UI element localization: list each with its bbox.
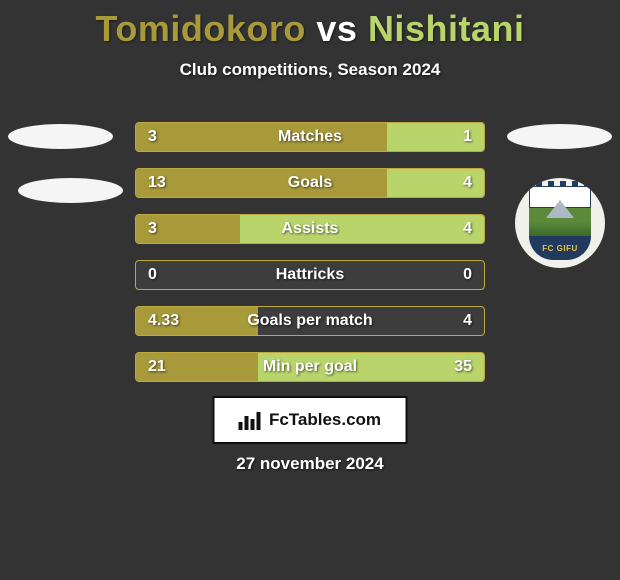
vs-text: vs: [316, 8, 357, 49]
stat-row: Min per goal2135: [135, 352, 485, 382]
crest-shield: FC GIFU: [529, 186, 591, 260]
stat-right-value: 4: [463, 312, 472, 330]
stat-row: Goals per match4.334: [135, 306, 485, 336]
stat-row: Assists34: [135, 214, 485, 244]
stat-right-fill: [240, 215, 484, 243]
player1-badge-top: [8, 124, 113, 149]
brand-text: FcTables.com: [269, 410, 381, 430]
stat-left-fill: [136, 169, 387, 197]
player1-name: Tomidokoro: [96, 8, 306, 49]
brand-box[interactable]: FcTables.com: [213, 396, 408, 444]
stat-right-value: 1: [463, 128, 472, 146]
stat-right-value: 35: [454, 358, 472, 376]
stat-row: Hattricks0 0: [135, 260, 485, 290]
crest-mountain-icon: [546, 200, 574, 218]
brand-bars-icon: [239, 410, 263, 430]
stat-right-fill: [258, 353, 484, 381]
crest-banner: FC GIFU: [529, 236, 591, 260]
stat-left-value: 21: [148, 358, 166, 376]
player2-name: Nishitani: [368, 8, 525, 49]
stat-right-value: 4: [463, 174, 472, 192]
stat-right-value: 0: [463, 266, 472, 284]
player2-club-crest: FC GIFU: [515, 178, 605, 268]
stats-bars: Matches31Goals134Assists34Hattricks00Goa…: [135, 122, 485, 398]
stat-right-value: 4: [463, 220, 472, 238]
stat-left-value: 4.33: [148, 312, 179, 330]
stat-label: Hattricks: [136, 266, 484, 284]
date-label: 27 november 2024: [0, 454, 620, 474]
stat-left-value: 3: [148, 128, 157, 146]
stat-left-fill: [136, 123, 387, 151]
stat-row: Matches31: [135, 122, 485, 152]
stat-left-value: 0: [148, 266, 157, 284]
stat-left-value: 13: [148, 174, 166, 192]
subtitle: Club competitions, Season 2024: [0, 60, 620, 80]
player2-badge-top: [507, 124, 612, 149]
player1-badge-bottom: [18, 178, 123, 203]
stat-left-value: 3: [148, 220, 157, 238]
crest-field: [529, 208, 591, 236]
comparison-title: Tomidokoro vs Nishitani: [0, 0, 620, 50]
stat-row: Goals134: [135, 168, 485, 198]
